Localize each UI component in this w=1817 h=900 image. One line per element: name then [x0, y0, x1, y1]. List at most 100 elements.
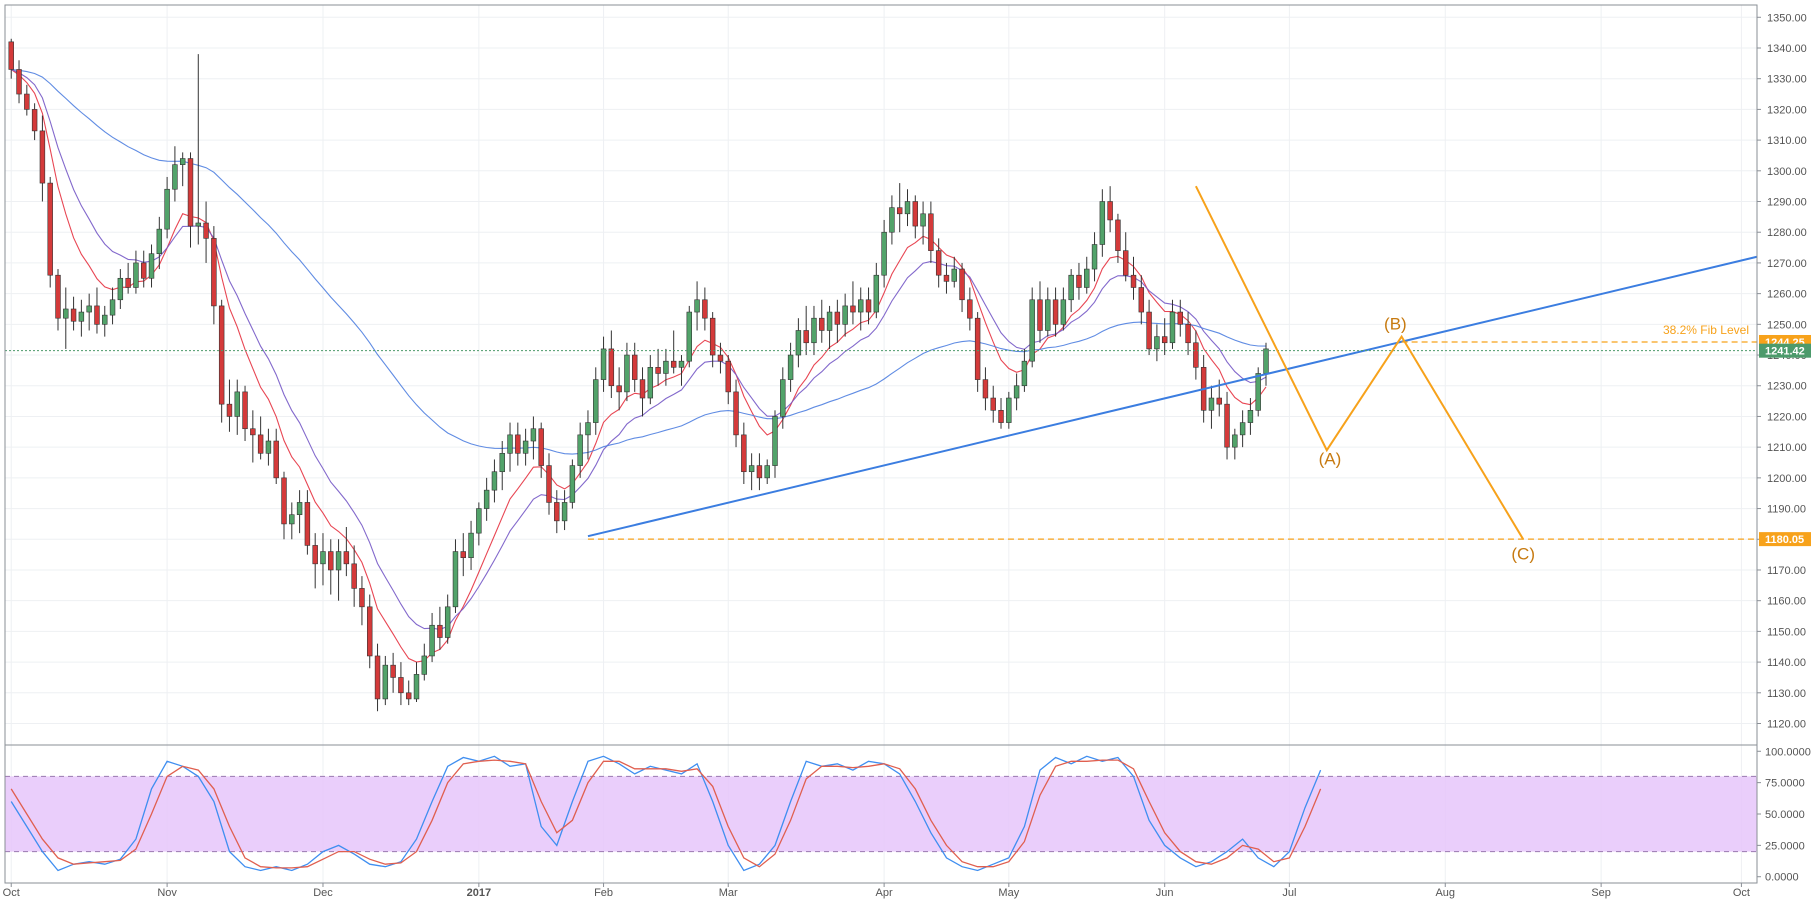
- y-tick-label: 1220.00: [1767, 411, 1807, 423]
- y-tick-label: 1200.00: [1767, 473, 1807, 485]
- candle-up: [1060, 299, 1067, 325]
- y-tick-label: 1250.00: [1767, 319, 1807, 331]
- wave-label: (C): [1511, 545, 1535, 564]
- candle-up: [647, 367, 654, 399]
- candle-down: [226, 403, 233, 417]
- y-tick-label: 1260.00: [1767, 289, 1807, 301]
- stochastic-k-line: [10, 755, 1322, 872]
- trendline: [587, 255, 1758, 538]
- osc-y-tick-label: 100.0000: [1765, 746, 1811, 758]
- candle-down: [218, 305, 225, 405]
- candle-up: [772, 416, 778, 466]
- candle-down: [187, 158, 194, 227]
- y-tick-label: 1150.00: [1767, 626, 1806, 638]
- candle-down: [273, 440, 279, 479]
- candle-up: [889, 207, 895, 233]
- candle-up: [686, 311, 692, 362]
- candle-up: [1091, 244, 1098, 270]
- candle-up: [585, 422, 591, 436]
- candle-up: [569, 465, 576, 503]
- candle-down: [850, 305, 856, 313]
- candle-up: [1154, 336, 1160, 350]
- candle-down: [312, 545, 318, 565]
- candle-up: [63, 308, 69, 319]
- candle-down: [733, 391, 739, 436]
- candle-down: [70, 308, 77, 322]
- oscillator-band: [5, 776, 1757, 852]
- x-tick-label: Jul: [1282, 887, 1296, 899]
- y-tick-label: 1300.00: [1767, 166, 1807, 178]
- candle-down: [250, 428, 256, 436]
- candle-down: [741, 434, 747, 473]
- y-tick-label: 1130.00: [1767, 688, 1806, 700]
- candle-up: [507, 434, 513, 454]
- y-tick-label: 1170.00: [1767, 565, 1806, 577]
- candle-down: [865, 299, 872, 313]
- candle-down: [819, 317, 825, 331]
- candle-up: [289, 514, 295, 525]
- candle-up: [694, 299, 700, 313]
- candle-up: [1169, 311, 1176, 344]
- wave-label: (B): [1384, 314, 1407, 333]
- candle-up: [678, 360, 685, 368]
- candle-down: [1161, 336, 1168, 344]
- x-tick-label: Feb: [594, 887, 613, 899]
- y-tick-label: 1340.00: [1767, 43, 1807, 55]
- x-tick-label: Apr: [876, 887, 893, 899]
- gridlines: [5, 5, 1757, 883]
- drawings: [5, 185, 1758, 540]
- candle-down: [959, 268, 965, 301]
- candle-up: [530, 428, 537, 442]
- candle-down: [1224, 403, 1230, 448]
- candle-up: [1068, 274, 1074, 301]
- candle-down: [281, 477, 287, 525]
- candle-up: [1029, 299, 1035, 362]
- candle-up: [172, 164, 178, 190]
- candle-up: [86, 305, 92, 313]
- candle-up: [234, 391, 240, 417]
- osc-y-tick-label: 50.0000: [1765, 809, 1805, 821]
- abc-wave-path: [1195, 185, 1525, 540]
- candle-down: [554, 502, 560, 522]
- y-tick-label: 1280.00: [1767, 227, 1807, 239]
- candle-down: [398, 677, 404, 694]
- y-tick-label: 1160.00: [1767, 596, 1806, 608]
- candle-down: [1107, 201, 1113, 221]
- candle-down: [24, 93, 30, 110]
- candle-up: [522, 440, 529, 454]
- plot-frame: [4, 4, 1758, 884]
- candle-down: [125, 277, 131, 288]
- candle-down: [632, 354, 638, 380]
- candle-up: [133, 262, 139, 288]
- candle-up: [265, 440, 272, 454]
- candle-up: [335, 551, 342, 571]
- candle-down: [211, 238, 217, 307]
- candle-down: [1216, 397, 1222, 405]
- candle-up: [320, 551, 326, 565]
- candle-down: [1146, 311, 1152, 350]
- candle-down: [709, 317, 716, 356]
- candle-up: [1084, 268, 1090, 288]
- candle-up: [156, 228, 163, 255]
- candle-down: [351, 563, 357, 589]
- candle-up: [881, 231, 887, 276]
- candle-up: [1232, 434, 1238, 448]
- candle-up: [764, 465, 770, 479]
- candle-down: [990, 397, 996, 411]
- candle-down: [655, 367, 661, 374]
- candle-up: [468, 532, 474, 558]
- candle-down: [928, 213, 934, 251]
- candle-down: [756, 465, 763, 479]
- candle-down: [974, 317, 981, 380]
- candle-up: [593, 379, 599, 423]
- y-tick-label: 1120.00: [1767, 719, 1806, 731]
- candle-up: [858, 299, 864, 313]
- candle-down: [257, 434, 264, 454]
- candle-down: [967, 299, 973, 319]
- candle-down: [367, 606, 373, 657]
- x-tick-label: Oct: [3, 887, 20, 899]
- candle-up: [382, 664, 389, 700]
- candle-up: [577, 434, 583, 466]
